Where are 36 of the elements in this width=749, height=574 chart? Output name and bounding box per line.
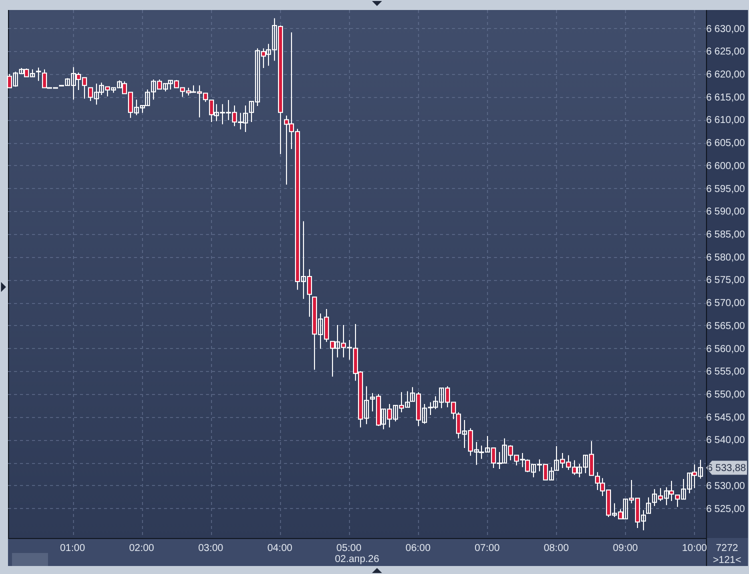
x-tick-label: 03:00 xyxy=(198,543,224,554)
y-tick-label: 6 565,00 xyxy=(706,320,746,332)
x-tick-label: 05:00 xyxy=(336,543,362,554)
annotation: 6 533,88 xyxy=(707,463,746,474)
x-tick-label: 07:00 xyxy=(474,543,500,554)
y-tick-label: 6 630,00 xyxy=(706,24,746,35)
y-tick-label: 6 580,00 xyxy=(706,252,746,264)
x-tick-label: 02:00 xyxy=(129,543,155,554)
y-tick-label: 6 570,00 xyxy=(706,298,746,310)
text: 7272 xyxy=(716,543,739,554)
x-tick-label: 08:00 xyxy=(544,543,570,554)
text: 02.апр.26 xyxy=(334,554,380,565)
x-tick-label: 04:00 xyxy=(267,543,293,554)
y-tick-label: 6 545,00 xyxy=(706,412,746,424)
y-tick-label: 6 610,00 xyxy=(706,115,746,126)
y-tick-label: 6 555,00 xyxy=(706,366,746,378)
x-tick-label: 10:00 xyxy=(682,543,708,554)
y-tick-label: 6 625,00 xyxy=(706,46,746,58)
y-tick-label: 6 530,00 xyxy=(706,480,746,492)
text: >121< xyxy=(712,555,742,566)
y-tick-label: 6 590,00 xyxy=(706,206,746,218)
y-tick-label: 6 615,00 xyxy=(706,92,746,104)
x-tick-label: 09:00 xyxy=(612,543,638,554)
y-tick-label: 6 550,00 xyxy=(706,390,746,400)
y-tick-label: 6 560,00 xyxy=(706,344,746,355)
y-tick-label: 6 585,00 xyxy=(706,230,746,240)
y-tick-label: 6 605,00 xyxy=(706,138,746,150)
candlestick xyxy=(646,496,651,514)
y-tick-label: 6 620,00 xyxy=(706,70,746,80)
y-tick-label: 6 600,00 xyxy=(706,160,746,172)
y-tick-label: 6 525,00 xyxy=(706,504,746,515)
y-tick-label: 6 575,00 xyxy=(706,275,746,286)
y-tick-label: 6 595,00 xyxy=(706,184,746,195)
x-tick-label: 01:00 xyxy=(60,543,86,554)
x-tick-label: 06:00 xyxy=(406,543,431,554)
y-tick-label: 6 540,00 xyxy=(706,435,746,446)
